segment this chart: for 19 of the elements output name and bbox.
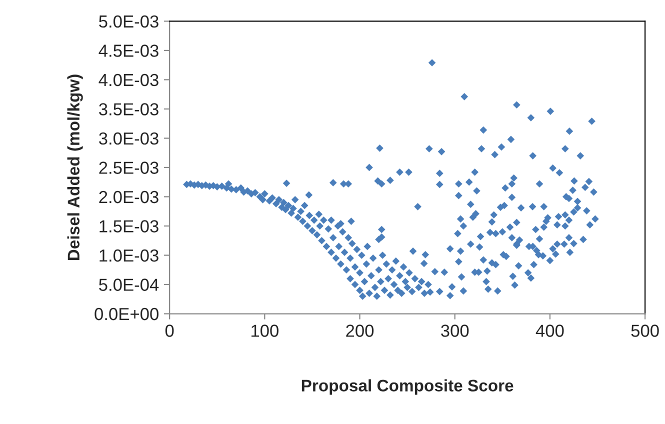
y-tick-label: 5.0E-03 (99, 15, 158, 28)
x-axis-title: Proposal Composite Score (302, 379, 514, 395)
y-tick-label: 1.5E-03 (100, 220, 158, 232)
x-tick-label: 0 (165, 324, 174, 337)
y-axis-title: Deisel Added (mol/kgw) (67, 74, 83, 260)
x-tick-label: 300 (441, 324, 469, 337)
y-tick-label: 3.0E-03 (99, 132, 158, 145)
x-tick-label: 400 (536, 324, 564, 337)
y-tick-label: 0.0E+00 (94, 308, 158, 320)
x-tick-label: 500 (631, 324, 659, 337)
y-tick-label: 1.0E-03 (100, 249, 158, 262)
y-tick-label: 4.5E-03 (98, 44, 158, 57)
y-tick-label: 3.5E-03 (99, 103, 158, 116)
y-tick-label: 2.0E-03 (99, 190, 158, 204)
x-tick-label: 200 (346, 324, 374, 337)
y-tick-label: 2.5E-03 (99, 162, 158, 174)
y-tick-label: 5.0E-04 (99, 278, 159, 291)
x-tick-label: 100 (252, 324, 278, 337)
y-tick-label: 4.0E-03 (98, 74, 158, 86)
